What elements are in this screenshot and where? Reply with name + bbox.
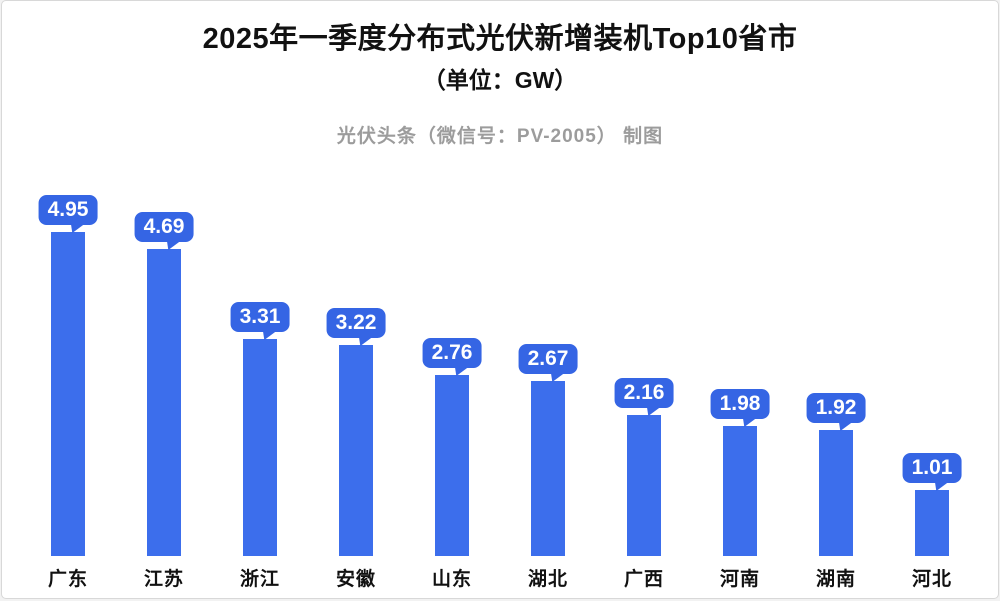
- x-axis-label: 江苏: [143, 569, 184, 590]
- x-axis-label: 河北: [911, 569, 952, 590]
- value-label-bubble: 1.01: [902, 453, 962, 483]
- x-axis-label: 浙江: [239, 569, 280, 590]
- bar-chart: 4.95 广东 4.69 江苏 3.31 浙江 3.22 安徽 2.76 山东 2.67 湖北 2.16…: [20, 136, 980, 590]
- x-axis-label: 安徽: [335, 569, 376, 590]
- bar: 2.76: [422, 338, 482, 556]
- x-axis-label: 湖北: [527, 569, 568, 590]
- value-label-bubble: 1.92: [806, 393, 866, 423]
- bar-column: 1.92 湖南: [788, 136, 884, 590]
- bar: 4.69: [134, 212, 194, 556]
- bar-column: 3.31 浙江: [212, 136, 308, 590]
- chart-unit-subtitle: （单位：GW）: [422, 67, 578, 93]
- value-label-bubble: 1.98: [710, 389, 770, 419]
- bar: 3.22: [326, 308, 386, 556]
- value-label-bubble: 3.22: [326, 308, 386, 338]
- value-label-bubble: 3.31: [230, 302, 290, 332]
- bar-column: 4.69 江苏: [116, 136, 212, 590]
- bar: 1.01: [902, 453, 962, 556]
- bar: 1.92: [806, 393, 866, 556]
- bar-column: 3.22 安徽: [308, 136, 404, 590]
- value-label-bubble: 4.95: [38, 195, 98, 225]
- bar: 2.16: [614, 378, 674, 556]
- bar-column: 2.67 湖北: [500, 136, 596, 590]
- value-label-bubble: 2.67: [518, 344, 578, 374]
- x-axis-label: 广西: [623, 569, 664, 590]
- x-axis-label: 山东: [431, 569, 472, 590]
- value-label-bubble: 4.69: [134, 212, 194, 242]
- bar: 1.98: [710, 389, 770, 556]
- bar: 2.67: [518, 344, 578, 556]
- x-axis-label: 湖南: [815, 569, 856, 590]
- value-label-bubble: 2.16: [614, 378, 674, 408]
- value-label-bubble: 2.76: [422, 338, 482, 368]
- bar-column: 4.95 广东: [20, 136, 116, 590]
- x-axis-label: 河南: [719, 569, 760, 590]
- bar-column: 2.16 广西: [596, 136, 692, 590]
- bar: 4.95: [38, 195, 98, 556]
- x-axis-label: 广东: [47, 569, 88, 590]
- bar-column: 1.98 河南: [692, 136, 788, 590]
- watermark-credit: 光伏头条（微信号：PV-2005） 制图: [336, 126, 664, 147]
- bar-column: 2.76 山东: [404, 136, 500, 590]
- bar-column: 1.01 河北: [884, 136, 980, 590]
- bar: 3.31: [230, 302, 290, 556]
- chart-title: 2025年一季度分布式光伏新增装机Top10省市: [202, 23, 798, 55]
